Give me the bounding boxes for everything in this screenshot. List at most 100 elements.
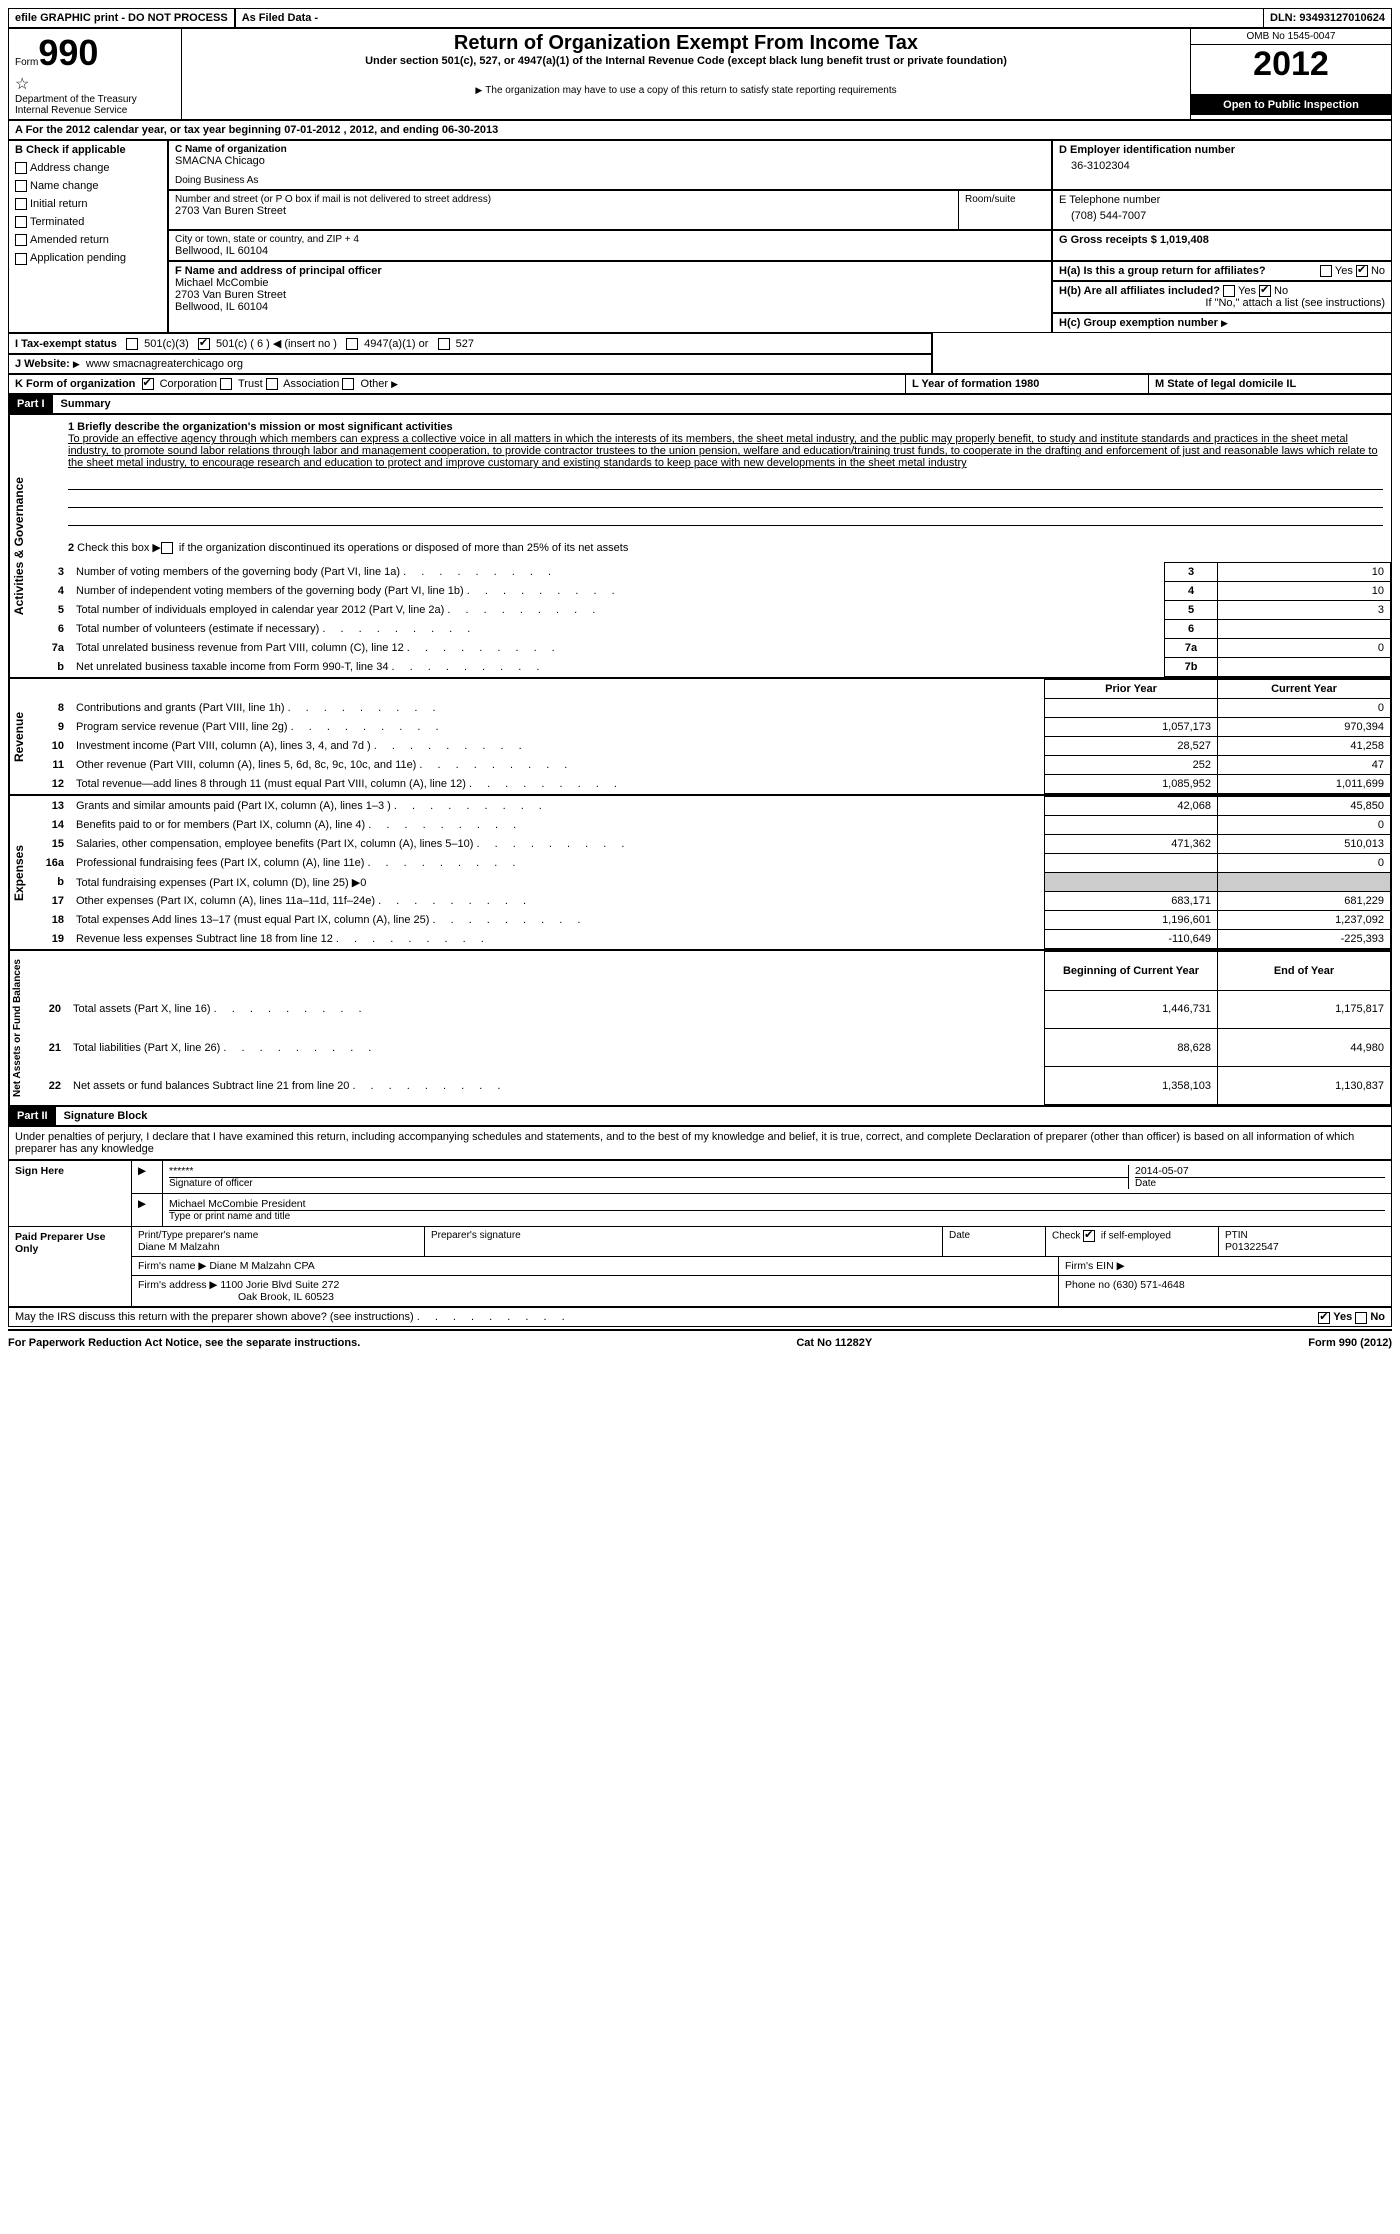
cat-label: Cat No 11282Y	[796, 1337, 872, 1349]
k-corp-checkbox[interactable]	[142, 378, 154, 390]
street: 2703 Van Buren Street	[175, 205, 952, 217]
activities-section: Activities & Governance 1 Briefly descri…	[8, 414, 1392, 678]
boxb-checkbox[interactable]	[15, 234, 27, 246]
ha-yes-checkbox[interactable]	[1320, 265, 1332, 277]
type-label: Type or print name and title	[169, 1210, 1385, 1222]
part2-title: Part II	[9, 1107, 56, 1125]
row-j-label: J Website:	[15, 358, 70, 370]
row-i-label: I Tax-exempt status	[15, 338, 117, 350]
boxb-checkbox[interactable]	[15, 180, 27, 192]
irs-label: Internal Revenue Service	[15, 105, 175, 116]
dept-label: Department of the Treasury	[15, 94, 175, 105]
prep-name: Diane M Malzahn	[138, 1241, 418, 1253]
row-a: A For the 2012 calendar year, or tax yea…	[8, 120, 1392, 140]
line1-label: 1 Briefly describe the organization's mi…	[68, 421, 453, 433]
f-name: Michael McCombie	[175, 277, 1045, 289]
e-label: E Telephone number	[1059, 194, 1385, 206]
form-label: Form 990 (2012)	[1308, 1337, 1392, 1349]
dln-label: DLN: 93493127010624	[1264, 9, 1391, 27]
boxb-checkbox[interactable]	[15, 162, 27, 174]
box-b-label: B Check if applicable	[15, 144, 161, 156]
firm-city: Oak Brook, IL 60523	[138, 1291, 1052, 1303]
netassets-section: Net Assets or Fund Balances Beginning of…	[8, 950, 1392, 1106]
prep-name-label: Print/Type preparer's name	[138, 1230, 418, 1241]
ein: 36-3102304	[1059, 156, 1385, 176]
form-number: 990	[38, 32, 98, 73]
expenses-table: 13Grants and similar amounts paid (Part …	[28, 796, 1391, 949]
form-title: Return of Organization Exempt From Incom…	[188, 32, 1184, 55]
l-label: L Year of formation 1980	[912, 378, 1039, 390]
line2-label: 2 Check this box ▶ if the organization d…	[68, 542, 628, 554]
room-label: Room/suite	[959, 191, 1051, 229]
date-label: Date	[1135, 1177, 1385, 1189]
activities-side-label: Activities & Governance	[9, 415, 28, 677]
city: Bellwood, IL 60104	[175, 245, 1045, 257]
discuss-no-checkbox[interactable]	[1355, 1312, 1367, 1324]
firm-addr: Firm's address ▶ 1100 Jorie Blvd Suite 2…	[138, 1279, 1052, 1291]
sig-officer-label: Signature of officer	[169, 1177, 1128, 1189]
signature-table: Sign Here ▶ ****** Signature of officer …	[8, 1160, 1392, 1307]
m-label: M State of legal domicile IL	[1155, 378, 1296, 390]
sig-stars: ******	[169, 1165, 1128, 1177]
boxb-checkbox[interactable]	[15, 253, 27, 265]
footer-row: For Paperwork Reduction Act Notice, see …	[8, 1337, 1392, 1349]
tax-year: 2012	[1191, 45, 1391, 84]
hb-yes-checkbox[interactable]	[1223, 285, 1235, 297]
city-label: City or town, state or country, and ZIP …	[175, 234, 1045, 245]
street-label: Number and street (or P O box if mail is…	[175, 194, 952, 205]
net-side-label: Net Assets or Fund Balances	[9, 951, 25, 1105]
boxb-checkbox[interactable]	[15, 216, 27, 228]
firm-name: Firm's name ▶ Diane M Malzahn CPA	[132, 1257, 1058, 1275]
firm-phone: Phone no (630) 571-4648	[1058, 1276, 1391, 1306]
hb-note: If "No," attach a list (see instructions…	[1059, 297, 1385, 309]
row-k-label: K Form of organization	[15, 378, 135, 390]
f-street: 2703 Van Buren Street	[175, 289, 1045, 301]
sign-here-label: Sign Here	[9, 1161, 132, 1227]
i-4947-checkbox[interactable]	[346, 338, 358, 350]
header-table: Form990 ☆ Department of the Treasury Int…	[8, 28, 1392, 120]
expenses-side-label: Expenses	[9, 796, 28, 949]
paid-preparer-label: Paid Preparer Use Only	[9, 1227, 132, 1307]
phone: (708) 544-7007	[1059, 206, 1385, 226]
k-other-checkbox[interactable]	[342, 378, 354, 390]
k-trust-checkbox[interactable]	[220, 378, 232, 390]
part1-header-row: Part I Summary	[8, 394, 1392, 414]
paperwork-label: For Paperwork Reduction Act Notice, see …	[8, 1337, 360, 1349]
ptin: P01322547	[1225, 1241, 1385, 1253]
revenue-side-label: Revenue	[9, 679, 28, 794]
prep-date-label: Date	[943, 1227, 1046, 1256]
revenue-section: Revenue Prior YearCurrent Year8Contribut…	[8, 678, 1392, 795]
hb-label: H(b) Are all affiliates included?	[1059, 285, 1220, 297]
hb-no-checkbox[interactable]	[1259, 285, 1271, 297]
i-527-checkbox[interactable]	[438, 338, 450, 350]
copy-note: The organization may have to use a copy …	[485, 85, 896, 96]
part1-name: Summary	[53, 398, 111, 410]
firm-ein: Firm's EIN ▶	[1058, 1257, 1391, 1275]
officer-name: Michael McCombie President	[169, 1198, 1385, 1210]
line2-checkbox[interactable]	[161, 542, 173, 554]
part2-name: Signature Block	[56, 1110, 148, 1122]
ptin-label: PTIN	[1225, 1230, 1385, 1241]
asfiled-label: As Filed Data -	[235, 9, 1264, 27]
omb-label: OMB No 1545-0047	[1191, 29, 1391, 45]
form-subtitle: Under section 501(c), 527, or 4947(a)(1)…	[188, 55, 1184, 67]
revenue-table: Prior YearCurrent Year8Contributions and…	[28, 679, 1391, 794]
org-name: SMACNA Chicago	[175, 155, 1045, 167]
boxb-checkbox[interactable]	[15, 198, 27, 210]
prep-sig-label: Preparer's signature	[425, 1227, 943, 1256]
dba-label: Doing Business As	[175, 175, 1045, 186]
form-prefix: Form	[15, 57, 38, 68]
discuss-yes-checkbox[interactable]	[1318, 1312, 1330, 1324]
k-assoc-checkbox[interactable]	[266, 378, 278, 390]
lines-3-7: 3Number of voting members of the governi…	[28, 562, 1391, 677]
netassets-table: Beginning of Current YearEnd of Year20To…	[25, 951, 1391, 1105]
part1-title: Part I	[9, 395, 53, 413]
d-label: D Employer identification number	[1059, 144, 1385, 156]
i-501c-checkbox[interactable]	[198, 338, 210, 350]
c-label: C Name of organization	[175, 144, 1045, 155]
sig-date: 2014-05-07	[1135, 1165, 1385, 1177]
i-501c3-checkbox[interactable]	[126, 338, 138, 350]
ha-no-checkbox[interactable]	[1356, 265, 1368, 277]
self-employed-checkbox[interactable]	[1083, 1230, 1095, 1242]
top-bar: efile GRAPHIC print - DO NOT PROCESS As …	[8, 8, 1392, 28]
